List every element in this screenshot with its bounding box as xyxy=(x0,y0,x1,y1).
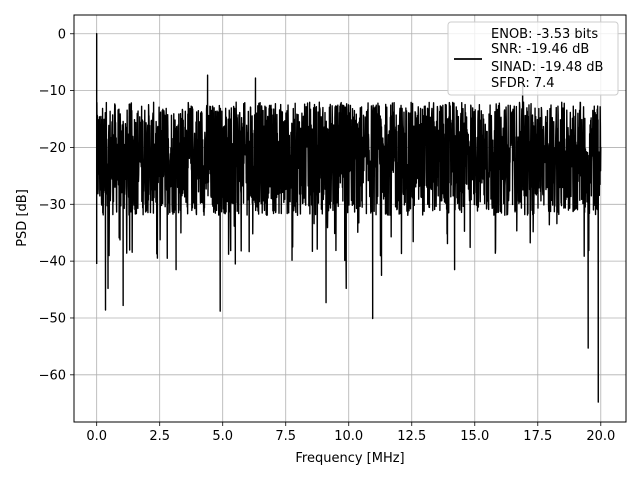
x-axis-label: Frequency [MHz] xyxy=(295,451,404,466)
y-tick-label: −50 xyxy=(39,311,66,326)
y-tick-label: −30 xyxy=(39,198,66,213)
series-layer xyxy=(95,33,602,403)
legend-entry-sinad: SINAD: -19.48 dB xyxy=(491,60,603,75)
x-tick-label: 2.5 xyxy=(149,429,170,444)
y-axis-label: PSD [dB] xyxy=(15,189,30,247)
x-tick-label: 7.5 xyxy=(275,429,296,444)
x-tick-label: 5.0 xyxy=(212,429,233,444)
legend-entry-sfdr: SFDR: 7.4 xyxy=(491,76,555,91)
legend-entry-enob: ENOB: -3.53 bits xyxy=(491,27,598,42)
y-tick-label: −10 xyxy=(39,84,66,99)
legend-box xyxy=(447,21,619,96)
y-tick-label: 0 xyxy=(58,27,66,42)
x-tick-label: 20.0 xyxy=(586,429,615,444)
y-tick-label: −60 xyxy=(39,368,66,383)
legend: ENOB: -3.53 bits SNR: -19.46 dB SINAD: -… xyxy=(447,21,619,96)
x-tick-label: 17.5 xyxy=(523,429,552,444)
x-tick-label: 0.0 xyxy=(86,429,107,444)
x-tick-label: 12.5 xyxy=(397,429,426,444)
x-tick-label: 10.0 xyxy=(334,429,363,444)
legend-entry-snr: SNR: -19.46 dB xyxy=(491,42,589,57)
psd-series-line xyxy=(95,33,602,403)
x-tick-label: 15.0 xyxy=(460,429,489,444)
plot-frame xyxy=(73,14,627,423)
ticks: 0.0 2.5 5.0 7.5 10.0 12.5 15.0 17.5 20.0 0 −10 −20 −… xyxy=(39,27,616,444)
y-tick-label: −40 xyxy=(39,255,66,270)
y-tick-label: −20 xyxy=(39,141,66,156)
